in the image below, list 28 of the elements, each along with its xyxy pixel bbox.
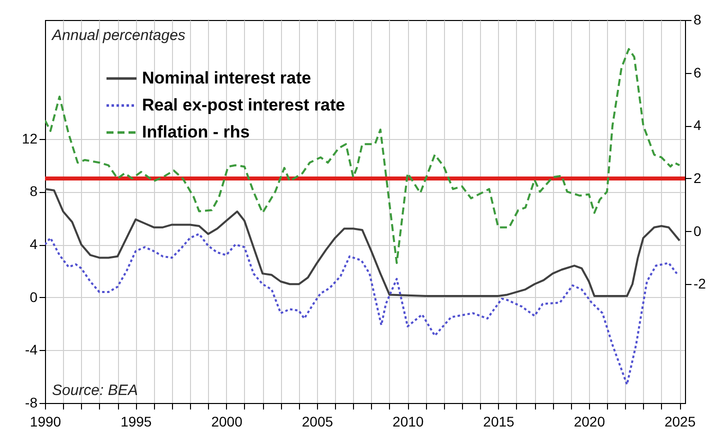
x-tick-label: 1990: [30, 414, 62, 430]
annotation: Source: BEA: [52, 382, 138, 399]
x-tick-label: 2000: [211, 414, 243, 430]
y-tick-label: 4: [30, 236, 38, 252]
y2-tick-label: 4: [694, 117, 702, 134]
y-tick-label: 12: [22, 130, 38, 146]
y2-tick-label: 8: [694, 12, 702, 28]
line-series: [45, 48, 681, 264]
y2-tick-label: 6: [694, 64, 702, 80]
annotation: Annual percentages: [51, 27, 186, 44]
x-tick-label: 2015: [483, 414, 515, 430]
legend-label: Real ex-post interest rate: [142, 96, 346, 114]
y2-tick-label: 0: [694, 222, 702, 239]
legend-label: Nominal interest rate: [142, 68, 312, 88]
x-tick-label: 2025: [664, 414, 696, 430]
line-series: [45, 188, 681, 298]
y2-tick-label: -2: [694, 276, 706, 292]
y-tick-label: -8: [25, 394, 38, 410]
x-tick-label: 1995: [120, 414, 152, 430]
line-series: [45, 232, 678, 386]
x-tick-label: 2010: [392, 414, 424, 430]
y-tick-label: 0: [30, 288, 38, 305]
y-tick-label: -4: [25, 342, 38, 358]
x-tick-label: 2005: [302, 414, 334, 430]
legend-label: Inflation - rhs: [142, 122, 250, 142]
y-tick-label: 8: [30, 183, 38, 200]
y2-tick-label: 2: [694, 170, 702, 186]
x-tick-label: 2020: [574, 414, 606, 430]
